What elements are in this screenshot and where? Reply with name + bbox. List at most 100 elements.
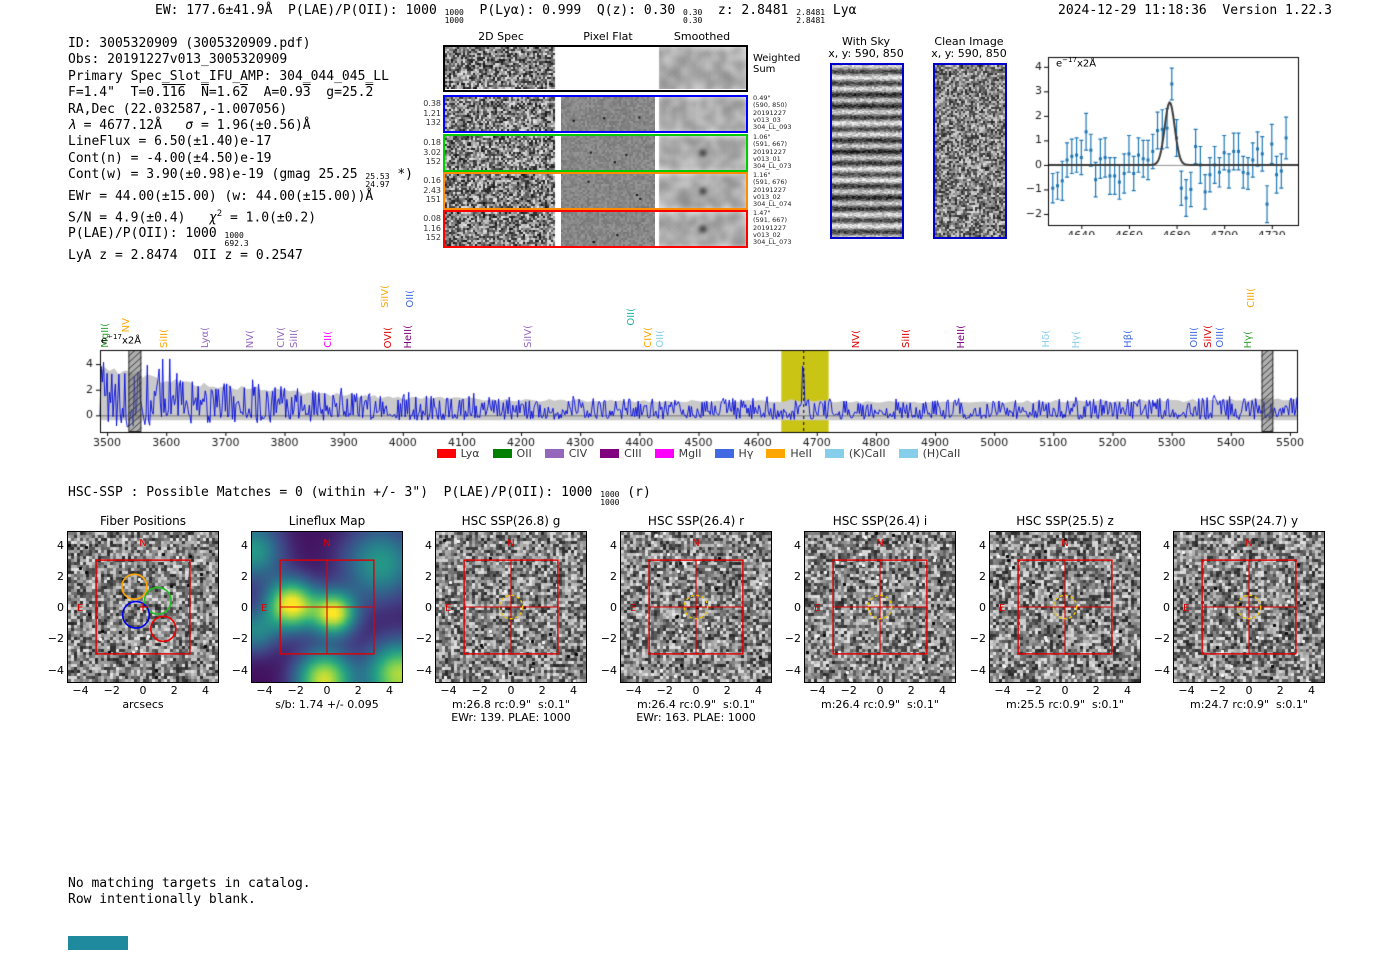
cutout-caption: m:26.4 rc:0.9" s:0.1" bbox=[821, 698, 939, 711]
cutout-panel-title: HSC SSP(25.5) z bbox=[1016, 514, 1114, 528]
fiber-circle bbox=[121, 600, 151, 629]
emission-line-label: HeII( bbox=[955, 324, 967, 348]
y-tick-label: −4 bbox=[231, 663, 248, 677]
cutout-overlay: NE bbox=[630, 538, 744, 655]
y-tick-label: 2 bbox=[241, 569, 248, 583]
x-tick-label: −4 bbox=[256, 684, 273, 697]
y-tick-label: 2 bbox=[57, 569, 64, 583]
line-fit-chart bbox=[1025, 45, 1340, 235]
y-tick-label: 0 bbox=[979, 601, 986, 614]
cutout-caption: m:25.5 rc:0.9" s:0.1" bbox=[1006, 698, 1124, 711]
spec2d-row bbox=[443, 95, 748, 133]
extent-square bbox=[95, 559, 191, 655]
x-tick-label: −2 bbox=[103, 684, 120, 697]
cutout-overlay: NE bbox=[999, 538, 1113, 655]
x-tick-label: −4 bbox=[1178, 684, 1195, 697]
info-line: ID: 3005320909 (3005320909.pdf) bbox=[68, 36, 311, 51]
cutout-caption: m:26.4 rc:0.9" s:0.1" bbox=[637, 698, 755, 711]
fit-chart-y-units: e−17x2Å bbox=[1056, 56, 1097, 70]
spec2d-pixelflat-image bbox=[561, 136, 655, 170]
y-tick-label: 2 bbox=[979, 569, 986, 583]
compass-east-label: E bbox=[1183, 603, 1189, 614]
compass-east-label: E bbox=[814, 603, 820, 614]
y-tick-label: −4 bbox=[969, 663, 986, 677]
x-tick-label: 2 bbox=[907, 684, 915, 697]
aperture-circle bbox=[683, 594, 709, 620]
with-sky-title: With Sky x, y: 590, 850 bbox=[828, 35, 904, 60]
aperture-circle bbox=[867, 594, 893, 620]
emission-line-label: Hγ( bbox=[1071, 330, 1083, 348]
y-tick-label: −4 bbox=[784, 663, 801, 677]
spec2d-col-header: Smoothed bbox=[673, 30, 731, 43]
spec2d-row-left-label: 0.38 1.21 132 bbox=[423, 99, 441, 127]
info-line: Primary Spec_Slot_IFU_AMP: 304_044_045_L… bbox=[68, 68, 389, 84]
cutout-panels-row: Fiber Positions N E −4 −4 −2 −2 0 0 2 2 4 4 arcsecs Li… bbox=[0, 512, 1400, 727]
spec2d-pixelflat-image bbox=[561, 174, 655, 208]
cutout-panel-fiber: Fiber Positions N E −4 −4 −2 −2 0 0 2 2 4 4 arcsecs bbox=[38, 512, 228, 727]
emission-line-label: Hβ( bbox=[1123, 330, 1135, 348]
legend-item: OII bbox=[492, 447, 532, 460]
legend-label: MgII bbox=[678, 447, 702, 460]
legend-item: (H)CaII bbox=[898, 447, 960, 460]
summary-header: EW: 177.6±41.9Å P(LAE)/P(OII): 1000 1000… bbox=[155, 3, 856, 25]
spec2d-row-right-label: 1.16" (591, 676) 20191227 v013_02 304_LL_074 bbox=[753, 171, 792, 209]
emission-line-label: SiIV( bbox=[379, 285, 391, 308]
spec2d-row-left-label: 0.18 3.02 152 bbox=[423, 138, 441, 166]
spec2d-2d-image bbox=[445, 136, 558, 170]
x-tick-label: 0 bbox=[1245, 684, 1253, 697]
spectrum-y-units: e−17x2Å bbox=[101, 333, 142, 347]
spec2d-pixelflat-image bbox=[561, 47, 655, 89]
footer-line-2: Row intentionally blank. bbox=[68, 892, 256, 907]
full-spectrum-chart: MgII(NV SiII(Lyα(NV(CIV(SiII(CII(OVI(SiIV… bbox=[0, 270, 1400, 470]
info-line: S/N = 4.9(±0.4) χ2 = 1.0(±0.2) bbox=[68, 208, 317, 225]
spec2d-col-header: Pixel Flat bbox=[583, 30, 633, 43]
cutout-overlay: NE bbox=[1183, 538, 1297, 655]
x-tick-label: 0 bbox=[139, 684, 147, 697]
line-id: Lyα bbox=[825, 3, 857, 18]
spec2d-row bbox=[443, 210, 748, 248]
cutout-panel-hsc: HSC SSP(24.7) y N E −4 −4 −2 −2 0 0 2 2 4 4 m:24.7 rc… bbox=[1144, 512, 1334, 727]
x-tick-label: −4 bbox=[72, 684, 89, 697]
x-tick-label: 4 bbox=[1308, 684, 1315, 697]
cutout-overlay: NE bbox=[814, 538, 928, 655]
y-tick-label: −4 bbox=[415, 663, 432, 677]
x-tick-label: 0 bbox=[507, 684, 515, 697]
legend-label: HeII bbox=[790, 447, 812, 460]
y-tick-label: 0 bbox=[1163, 601, 1170, 614]
x-tick-label: −2 bbox=[656, 684, 673, 697]
y-tick-label: 4 bbox=[979, 538, 986, 552]
x-tick-label: −2 bbox=[1025, 684, 1042, 697]
spec2d-smoothed-image bbox=[657, 212, 746, 246]
hsc-plae-range: 1000 1000 bbox=[600, 490, 620, 507]
aperture-circle bbox=[1052, 594, 1078, 620]
x-tick-label: −2 bbox=[1209, 684, 1226, 697]
plya-value: P(Lyα): 0.999 bbox=[463, 3, 582, 18]
compass-north-label: N bbox=[507, 538, 514, 549]
y-tick-label: −2 bbox=[1153, 632, 1170, 646]
y-tick-label: 2 bbox=[610, 569, 617, 583]
emission-line-label: HeII( bbox=[402, 324, 414, 348]
y-tick-label: −4 bbox=[1153, 663, 1170, 677]
compass-east-label: E bbox=[630, 603, 636, 614]
y-tick-label: 2 bbox=[794, 569, 801, 583]
legend-item: MgII bbox=[654, 447, 702, 460]
cutout-overlay: NE bbox=[77, 538, 191, 655]
spec2d-2d-image bbox=[445, 97, 558, 131]
cutout-panel-title: HSC SSP(26.8) g bbox=[461, 514, 561, 528]
info-line: F=1.4" T=0.116 N=1.62 A=0.93 g=25.2 bbox=[68, 85, 374, 101]
emission-line-label: CIV( bbox=[276, 327, 288, 348]
y-tick-label: −4 bbox=[600, 663, 617, 677]
spec2d-2d-image bbox=[445, 212, 558, 246]
y-tick-label: −2 bbox=[415, 632, 432, 646]
info-block: ID: 3005320909 (3005320909.pdf) Obs: 2019… bbox=[68, 36, 468, 265]
qz-range: 0.30 0.30 bbox=[683, 8, 703, 25]
spec2d-row-right-label: 0.49" (590, 850) 20191227 v013_03 304_LL_093 bbox=[753, 94, 792, 132]
x-tick-label: 2 bbox=[1092, 684, 1100, 697]
cutout-panel-title: HSC SSP(26.4) i bbox=[832, 514, 928, 528]
legend-swatch bbox=[436, 449, 456, 458]
clean-image-title: Clean Image x, y: 590, 850 bbox=[931, 35, 1007, 60]
info-line: λ = 4677.12Å σ = 1.96(±0.56)Å bbox=[68, 118, 311, 134]
emission-line-label: CIV( bbox=[643, 327, 654, 348]
y-tick-label: −2 bbox=[47, 632, 64, 646]
legend-item: HeII bbox=[766, 447, 812, 460]
